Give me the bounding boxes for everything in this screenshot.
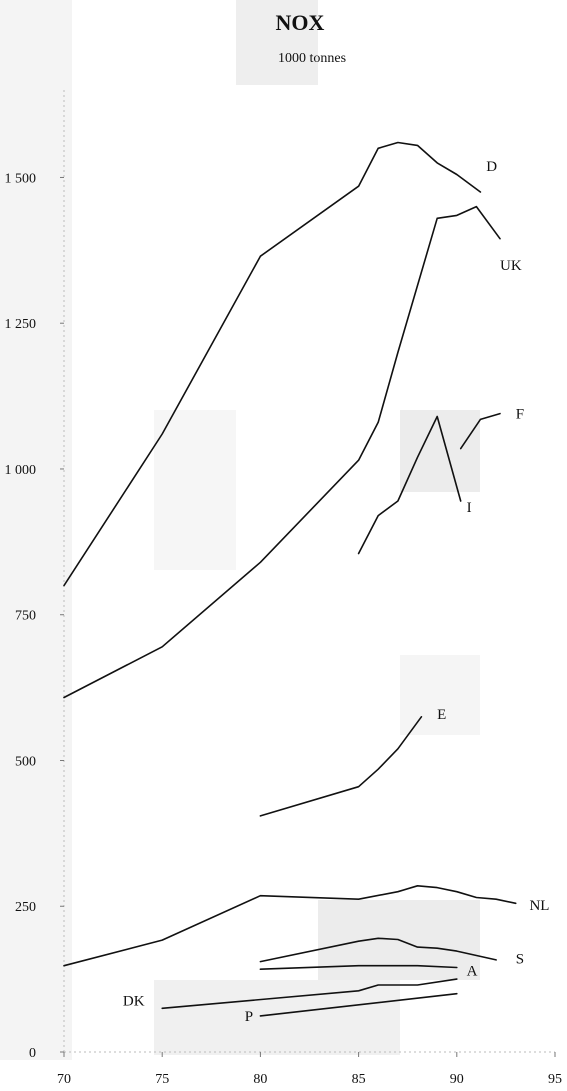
x-axis-ticks: 70 75 80 85 90 95 [57, 1052, 562, 1087]
y-tick-label-1: 250 [15, 900, 36, 915]
series-line-i [357, 415, 462, 555]
x-tick-label-5: 95 [548, 1072, 562, 1087]
y-tick-label-6: 1 500 [5, 171, 37, 186]
series-layer: D UK F I E NL S A DK P [63, 141, 549, 1025]
series-line-a [259, 964, 458, 971]
series-line-uk [63, 205, 501, 699]
chart-subtitle: 1000 tonnes [278, 51, 346, 66]
y-tick-label-3: 750 [15, 609, 36, 624]
y-axis-ticks: 0 250 500 750 1 000 1 250 1 500 [5, 171, 64, 1061]
series-line-p [259, 992, 458, 1017]
series-line-dk [161, 978, 458, 1010]
x-tick-label-0: 70 [57, 1072, 71, 1087]
series-line-s [259, 937, 497, 963]
series-label-e: E [437, 707, 446, 723]
x-tick-label-2: 80 [253, 1072, 267, 1087]
series-label-p: P [245, 1009, 253, 1025]
series-label-f: F [516, 407, 524, 423]
series-line-e [259, 715, 423, 817]
chart-title: NOX [276, 10, 325, 35]
y-tick-label-0: 0 [29, 1046, 36, 1061]
series-label-s: S [516, 952, 524, 968]
series-label-nl: NL [529, 898, 549, 914]
x-tick-label-1: 75 [155, 1072, 169, 1087]
y-tick-label-5: 1 250 [5, 317, 37, 332]
y-tick-label-4: 1 000 [5, 463, 37, 478]
x-tick-label-3: 85 [352, 1072, 366, 1087]
series-label-a: A [467, 963, 478, 979]
series-line-f [459, 412, 501, 450]
background-tiles [0, 0, 480, 1060]
series-label-dk: DK [123, 994, 145, 1010]
y-tick-label-2: 500 [15, 754, 36, 769]
series-line-d [63, 141, 482, 587]
series-line-nl [63, 884, 517, 967]
x-tick-label-4: 90 [450, 1072, 464, 1087]
series-label-i: I [467, 500, 472, 516]
series-label-d: D [486, 159, 497, 175]
series-label-uk: UK [500, 258, 522, 274]
